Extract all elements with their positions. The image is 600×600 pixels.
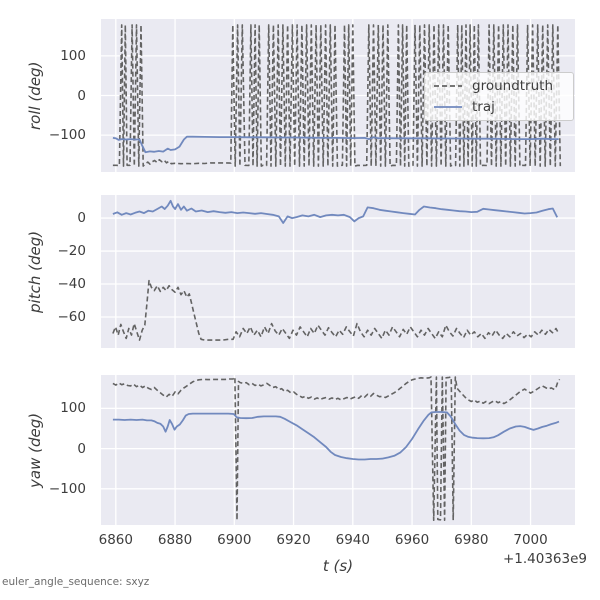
legend: groundtruth traj <box>424 72 574 121</box>
pitch-y-tick-label: −40 <box>57 276 87 293</box>
x-tick-label: 6920 <box>276 532 311 548</box>
x-axis-label: t (s) <box>322 557 354 575</box>
x-tick-label: 6960 <box>394 532 430 548</box>
euler-sequence-note: euler_angle_sequence: sxyz <box>2 576 150 588</box>
traj-solid-line-icon <box>434 106 462 108</box>
yaw-y-tick-label: −100 <box>48 480 86 497</box>
x-tick-label: 6900 <box>217 532 252 548</box>
roll-groundtruth-line <box>112 24 562 167</box>
x-axis-offset-text: +1.40363e9 <box>502 551 587 567</box>
groundtruth-dashed-line-icon <box>434 85 462 87</box>
gridlines <box>101 195 575 348</box>
roll-y-tick-label: 100 <box>60 47 86 64</box>
yaw-y-tick-label: 100 <box>60 400 86 417</box>
pitch-y-tick-label: −20 <box>57 243 87 260</box>
pitch-traj-line <box>112 199 559 224</box>
x-tick-label: 7000 <box>513 532 548 548</box>
pitch-y-tick-label: 0 <box>77 210 86 227</box>
yaw-subplot <box>101 375 575 525</box>
x-tick-label: 6860 <box>98 532 133 548</box>
x-tick-label: 6980 <box>454 532 489 548</box>
roll-traj-line <box>112 135 559 154</box>
roll-y-tick-label: −100 <box>48 127 86 144</box>
roll-y-tick-label: 0 <box>77 87 86 104</box>
x-tick-label: 6880 <box>157 532 193 548</box>
yaw-y-tick-label: 0 <box>77 440 86 457</box>
legend-item-traj: traj <box>433 99 565 115</box>
pitch-y-tick-label: −60 <box>57 309 87 325</box>
yaw-traj-line <box>112 411 560 461</box>
x-tick-label: 6940 <box>335 532 370 548</box>
legend-label-groundtruth: groundtruth <box>472 78 554 94</box>
pitch-groundtruth-line <box>112 279 560 341</box>
gridlines <box>101 375 575 525</box>
legend-item-groundtruth: groundtruth <box>433 78 565 94</box>
yaw-plot-canvas <box>101 375 575 525</box>
pitch-subplot <box>101 195 575 348</box>
pitch-plot-canvas <box>101 195 575 348</box>
legend-label-traj: traj <box>472 99 495 115</box>
yaw-groundtruth-line <box>112 376 561 521</box>
